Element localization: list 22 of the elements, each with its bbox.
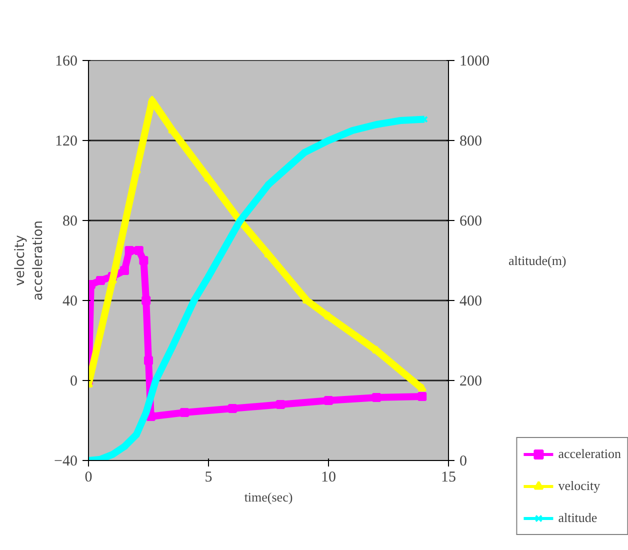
legend-label: altitude — [558, 510, 598, 526]
y-tick-label: 80 — [62, 214, 78, 230]
y2-tick-label: 600 — [460, 214, 482, 230]
y-tick-label: 0 — [70, 374, 78, 390]
y-tick-label: 160 — [55, 54, 78, 70]
x-tick-label: 10 — [321, 470, 336, 486]
y2-tick-label: 800 — [460, 134, 482, 150]
legend-label: velocity — [558, 478, 600, 494]
y2-tick-label: 1000 — [460, 54, 490, 70]
y2-tick-label: 200 — [460, 374, 482, 390]
y-axis-title: velocity acceleration — [13, 220, 46, 301]
y-tick-label: 120 — [55, 134, 78, 150]
x-tick-label: 0 — [84, 470, 92, 486]
y2-tick-label: 0 — [460, 454, 467, 470]
x-tick-label: 15 — [441, 470, 456, 486]
y2-tick-label: 400 — [460, 294, 482, 310]
x-axis-title: time(sec) — [244, 490, 293, 504]
x-tick-label: 5 — [204, 470, 212, 486]
y-tick-label: −40 — [54, 454, 78, 470]
y2-axis-title: altitude(m) — [508, 253, 566, 268]
legend-label: acceleration — [558, 446, 621, 462]
y-tick-label: 40 — [62, 294, 78, 310]
